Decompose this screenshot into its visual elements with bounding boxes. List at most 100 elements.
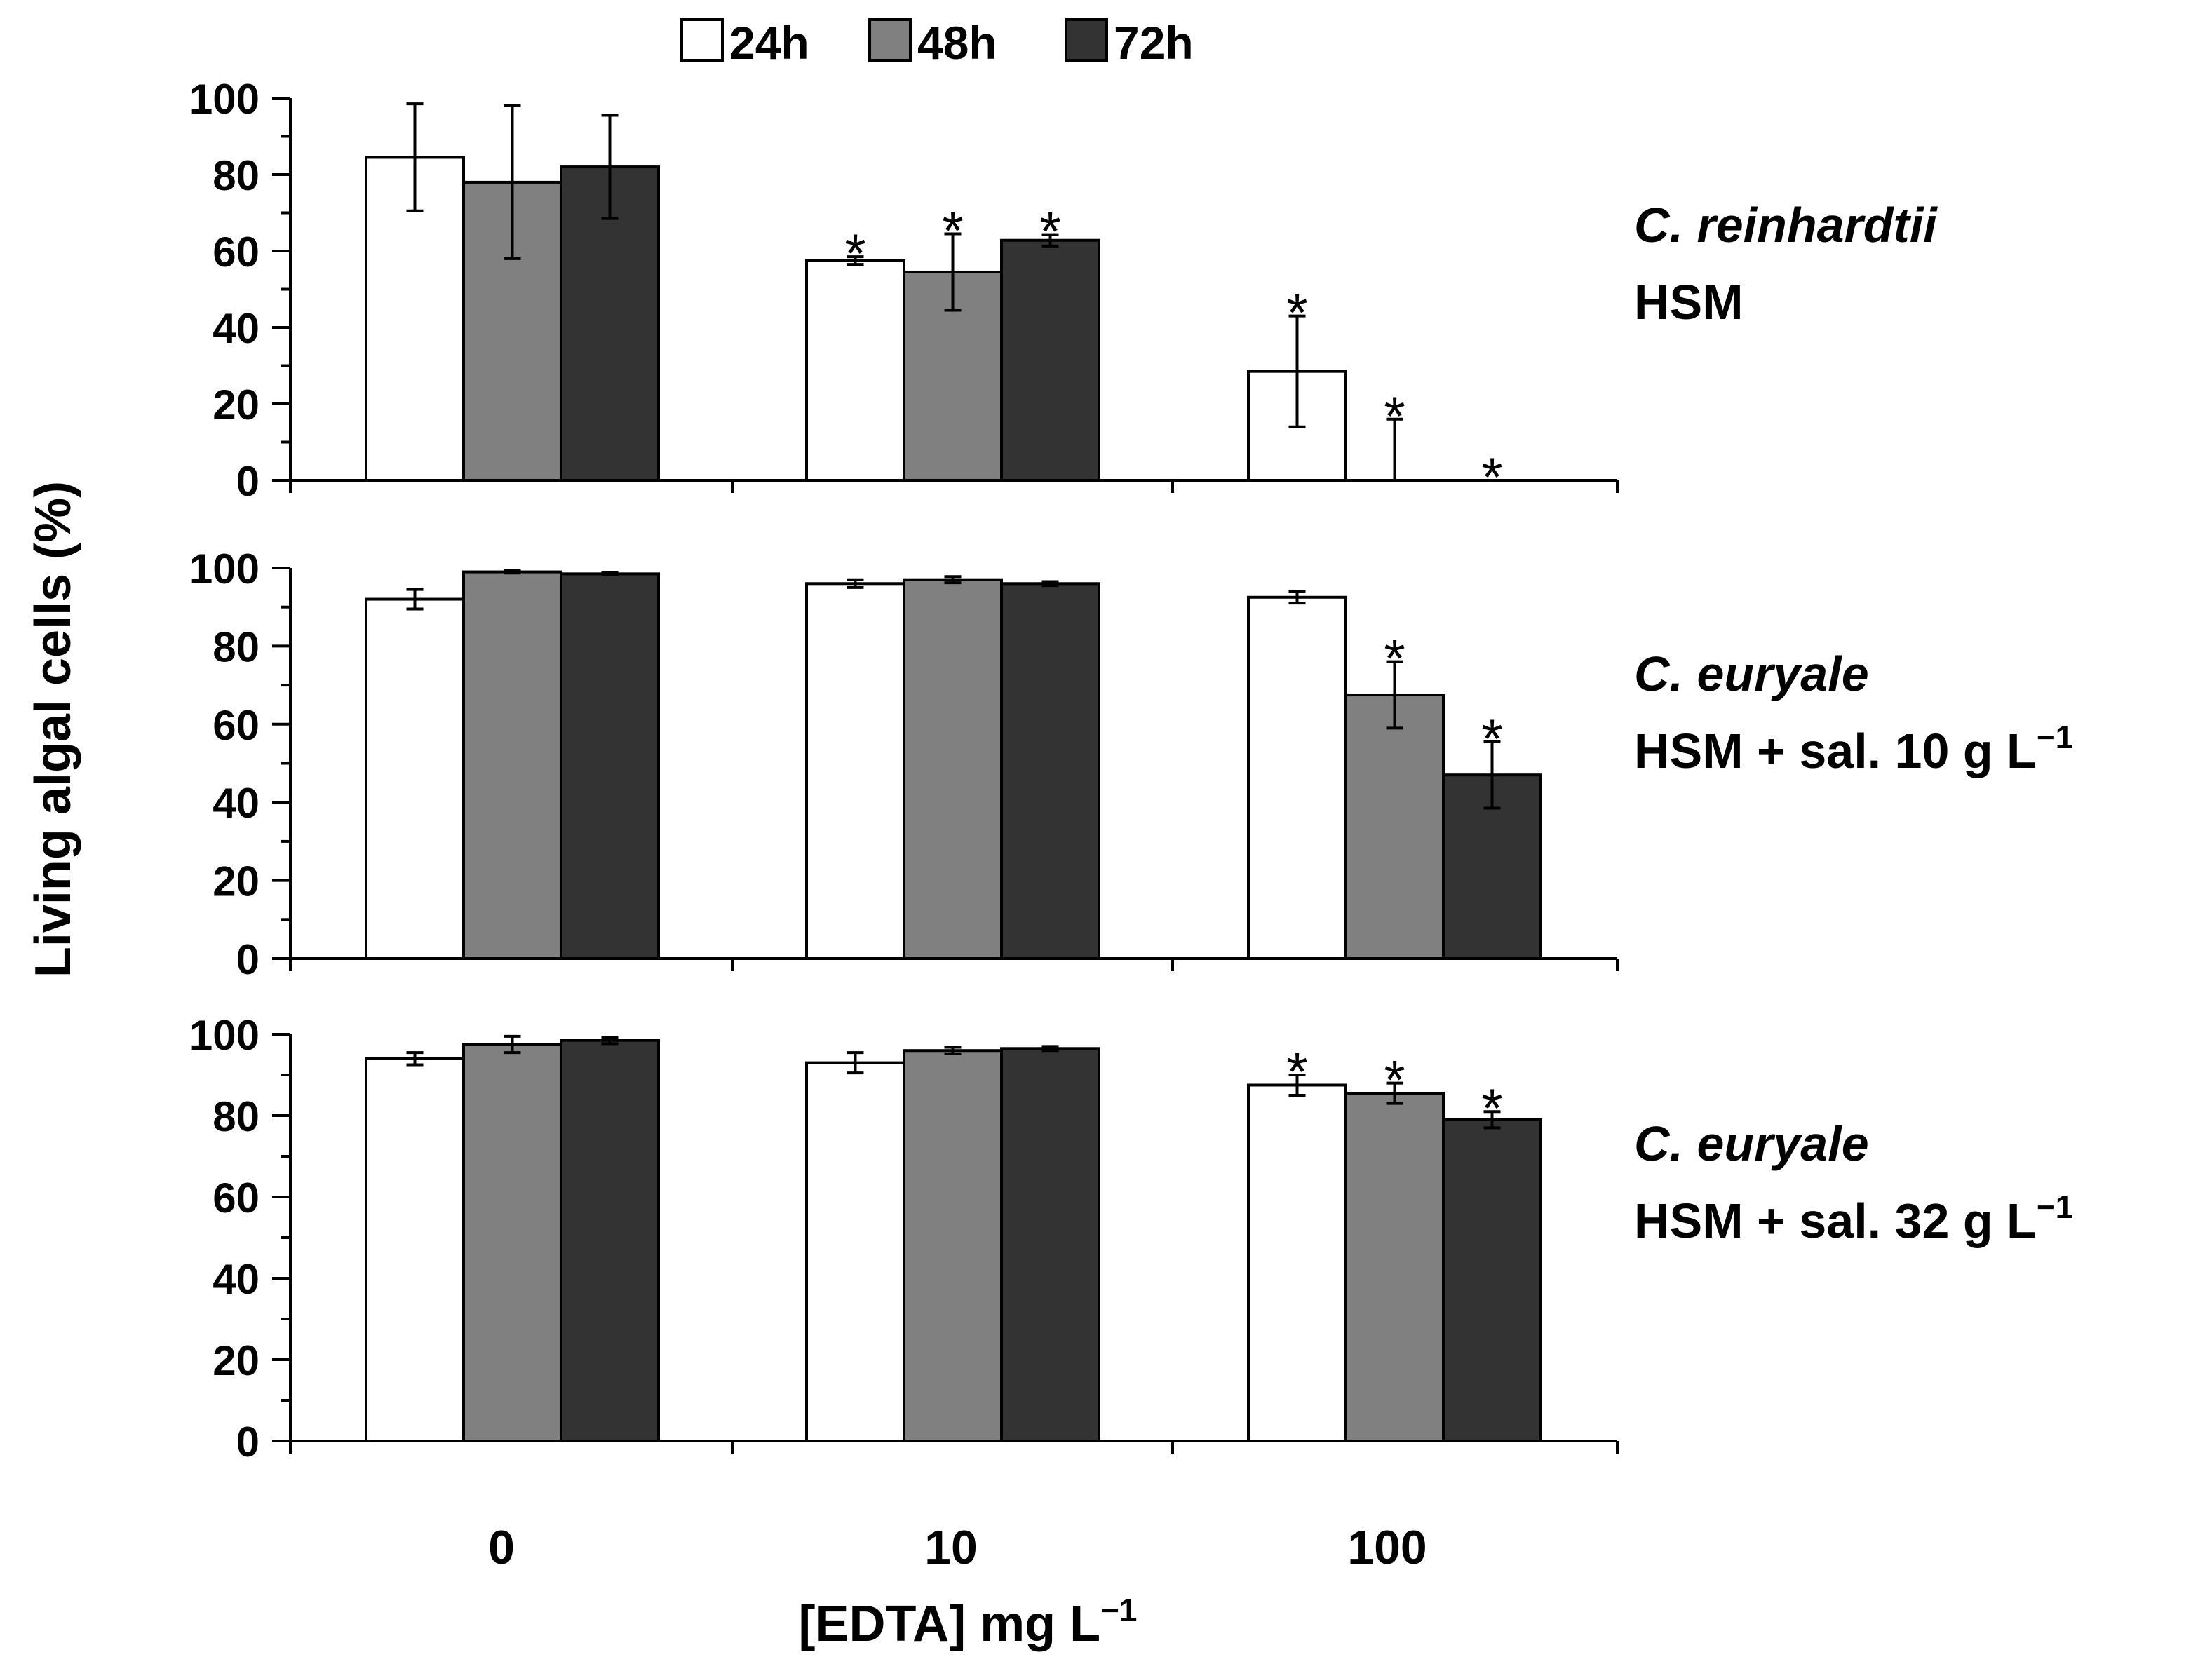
y-axis-title: Living algal cells (%) bbox=[25, 481, 81, 977]
error-bar-p1-72h-0 bbox=[601, 114, 619, 220]
panels: * * * * * * 0 20 40 60 80 100 C. reinhardtii HSM * * 0 20… bbox=[189, 76, 2073, 1466]
error-bar-p2-48h-0 bbox=[504, 569, 521, 575]
legend-swatch-48h bbox=[868, 18, 912, 62]
bar-p1-72h-10 bbox=[1000, 238, 1100, 482]
bar-p1-24h-10 bbox=[805, 259, 905, 482]
legend-swatch-72h bbox=[1065, 18, 1108, 62]
error-bar-p2-72h-0 bbox=[601, 571, 619, 577]
y-tick-label-p1-20: 20 bbox=[213, 381, 259, 428]
significance-star-p1-24h-10: * bbox=[844, 222, 865, 284]
x-axis-title-sup: −1 bbox=[1100, 1592, 1137, 1628]
x-tick-labels: 0 10 100 bbox=[488, 1521, 1427, 1574]
x-tick-label-10: 10 bbox=[924, 1521, 978, 1574]
significance-star-p1-72h-100: * bbox=[1481, 446, 1502, 508]
bar-p3-24h-100 bbox=[1247, 1083, 1347, 1442]
error-bar-p3-24h-100 bbox=[1288, 1074, 1306, 1097]
error-bar-p2-24h-100 bbox=[1288, 590, 1306, 605]
error-bar-p1-48h-10 bbox=[944, 232, 962, 312]
panel-medium-label-p2: HSM + sal. 10 g L−1 bbox=[1634, 719, 2073, 778]
bar-p2-48h-10 bbox=[903, 578, 1003, 960]
error-bar-p3-72h-0 bbox=[601, 1036, 619, 1046]
y-tick-label-p1-60: 60 bbox=[213, 229, 259, 276]
legend-label-48h: 48h bbox=[917, 17, 997, 69]
bar-p3-48h-0 bbox=[462, 1043, 562, 1442]
y-tick-label-p1-100: 100 bbox=[189, 76, 259, 123]
legend-item-48h: 48h bbox=[868, 17, 997, 69]
legend-item-72h: 72h bbox=[1065, 17, 1194, 69]
panel-species-label-p1: C. reinhardtii bbox=[1634, 198, 1938, 252]
bar-p2-48h-0 bbox=[462, 570, 562, 960]
legend: 24h 48h 72h bbox=[680, 17, 1194, 69]
error-bar-p3-72h-100 bbox=[1483, 1110, 1501, 1130]
y-tick-label-p2-40: 40 bbox=[213, 780, 259, 827]
error-bar-p2-72h-100 bbox=[1483, 740, 1501, 810]
y-tick-label-p1-0: 0 bbox=[236, 458, 259, 505]
bar-p3-24h-0 bbox=[365, 1057, 465, 1443]
error-bar-p1-24h-10 bbox=[847, 255, 864, 266]
legend-label-72h: 72h bbox=[1114, 17, 1194, 69]
significance-star-p1-24h-100: * bbox=[1286, 282, 1307, 344]
error-bar-p1-48h-100 bbox=[1386, 417, 1403, 480]
y-tick-label-p2-20: 20 bbox=[213, 858, 259, 905]
panel-2: * * 0 20 40 60 80 100 C. euryale HSM + sal. 10 g … bbox=[189, 546, 2073, 983]
bar-p3-48h-100 bbox=[1344, 1092, 1445, 1442]
legend-item-24h: 24h bbox=[680, 17, 809, 69]
y-tick-label-p1-40: 40 bbox=[213, 305, 259, 352]
x-tick-label-100: 100 bbox=[1347, 1521, 1427, 1574]
x-tick-label-0: 0 bbox=[488, 1521, 515, 1574]
error-bar-p2-72h-10 bbox=[1041, 580, 1059, 588]
y-tick-label-p2-80: 80 bbox=[213, 623, 259, 670]
y-tick-label-p2-60: 60 bbox=[213, 702, 259, 749]
error-bar-p1-48h-0 bbox=[504, 104, 521, 260]
significance-star-p1-48h-10: * bbox=[942, 199, 963, 261]
panel-species-label-p2: C. euryale bbox=[1634, 647, 1869, 701]
significance-star-p3-48h-100: * bbox=[1384, 1049, 1405, 1111]
legend-swatch-24h bbox=[680, 18, 724, 62]
panel-medium-label-p1: HSM bbox=[1634, 275, 1744, 330]
panel-1: * * * * * * 0 20 40 60 80 100 C. reinhardtii HSM bbox=[189, 76, 1938, 508]
y-tick-label-p3-100: 100 bbox=[189, 1012, 259, 1059]
error-bar-p3-48h-100 bbox=[1386, 1081, 1403, 1105]
bar-p2-24h-100 bbox=[1247, 595, 1347, 960]
error-bar-p2-48h-100 bbox=[1386, 660, 1403, 730]
bar-p3-72h-0 bbox=[560, 1039, 660, 1442]
bar-p2-72h-10 bbox=[1000, 582, 1100, 960]
bar-p3-24h-10 bbox=[805, 1061, 905, 1442]
bar-p2-24h-0 bbox=[365, 597, 465, 960]
legend-label-24h: 24h bbox=[729, 17, 809, 69]
error-bar-p3-24h-0 bbox=[406, 1051, 424, 1067]
significance-star-p2-48h-100: * bbox=[1384, 628, 1405, 689]
panel-species-label-p3: C. euryale bbox=[1634, 1116, 1869, 1171]
significance-star-p2-72h-100: * bbox=[1481, 708, 1502, 769]
panel-3: * * * 0 20 40 60 80 100 C. euryale HSM + sal. 32 g… bbox=[189, 1012, 2073, 1466]
error-bar-p2-48h-10 bbox=[944, 575, 962, 585]
y-tick-label-p2-0: 0 bbox=[236, 936, 259, 983]
error-bar-p1-24h-100 bbox=[1288, 314, 1306, 428]
error-bar-p3-48h-0 bbox=[504, 1034, 521, 1055]
bar-p2-72h-0 bbox=[560, 572, 660, 960]
panel-medium-label-p3: HSM + sal. 32 g L−1 bbox=[1634, 1189, 2073, 1248]
significance-star-p3-72h-100: * bbox=[1481, 1077, 1502, 1139]
error-bar-p2-24h-0 bbox=[406, 588, 424, 611]
error-bar-p3-72h-10 bbox=[1041, 1045, 1059, 1053]
error-bar-p2-24h-10 bbox=[847, 578, 864, 589]
error-bar-p3-24h-10 bbox=[847, 1051, 864, 1075]
error-bar-p1-24h-0 bbox=[406, 102, 424, 212]
y-tick-label-p3-80: 80 bbox=[213, 1093, 259, 1140]
error-bar-p1-72h-10 bbox=[1041, 233, 1059, 248]
y-tick-label-p2-100: 100 bbox=[189, 546, 259, 593]
y-tick-label-p3-60: 60 bbox=[213, 1175, 259, 1222]
bar-p3-72h-100 bbox=[1442, 1118, 1542, 1443]
y-tick-label-p3-20: 20 bbox=[213, 1337, 259, 1384]
bar-p3-72h-10 bbox=[1000, 1047, 1100, 1443]
x-axis-title: [EDTA] mg L−1 bbox=[798, 1592, 1137, 1652]
significance-star-p1-48h-100: * bbox=[1384, 385, 1405, 447]
error-bar-p3-48h-10 bbox=[944, 1046, 962, 1055]
bar-p3-48h-10 bbox=[903, 1049, 1003, 1442]
bar-p2-24h-10 bbox=[805, 582, 905, 960]
significance-star-p3-24h-100: * bbox=[1286, 1041, 1307, 1102]
y-tick-label-p3-0: 0 bbox=[236, 1419, 259, 1466]
y-tick-label-p1-80: 80 bbox=[213, 152, 259, 199]
significance-star-p1-72h-10: * bbox=[1039, 201, 1060, 262]
